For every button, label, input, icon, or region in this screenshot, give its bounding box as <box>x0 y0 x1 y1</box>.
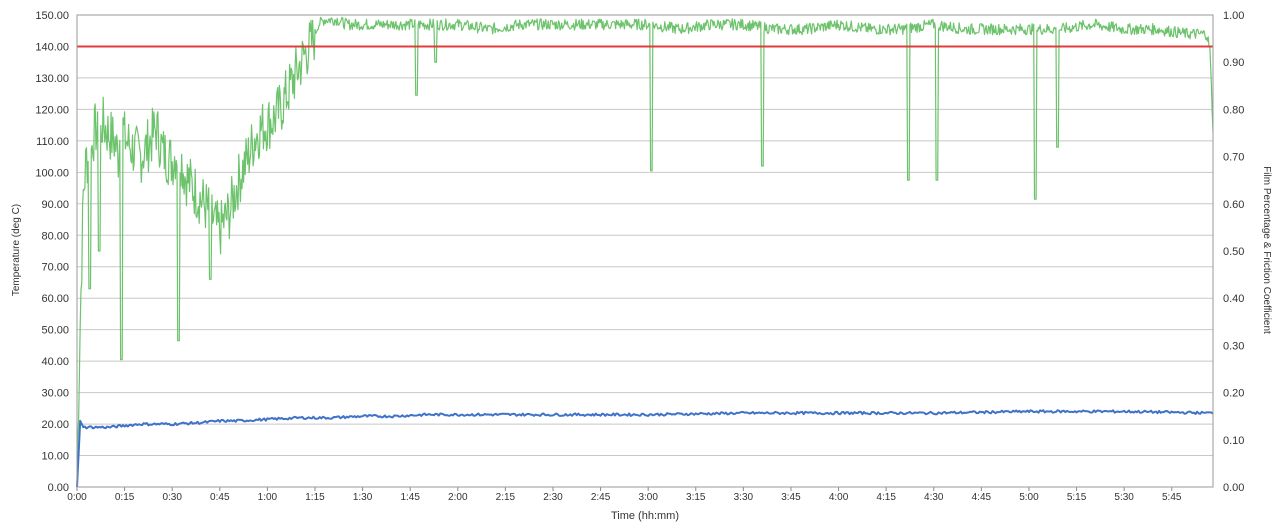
x-tick-label: 4:15 <box>876 492 896 503</box>
x-tick-label: 4:45 <box>972 492 992 503</box>
x-tick-label: 0:45 <box>210 492 230 503</box>
x-tick-label: 0:00 <box>67 492 87 503</box>
x-tick-label: 2:30 <box>543 492 563 503</box>
y-left-tick-label: 120.00 <box>35 104 69 116</box>
x-tick-label: 2:45 <box>591 492 611 503</box>
series-line-3 <box>76 409 1214 488</box>
y-left-tick-label: 150.00 <box>35 10 69 22</box>
x-tick-label: 1:45 <box>400 492 420 503</box>
x-tick-label: 4:00 <box>829 492 849 503</box>
y-left-tick-label: 60.00 <box>41 293 69 305</box>
x-tick-label: 5:30 <box>1114 492 1134 503</box>
y-left-tick-label: 140.00 <box>35 41 69 53</box>
y-right-tick-label: 0.50 <box>1223 246 1244 258</box>
x-tick-label: 3:15 <box>686 492 706 503</box>
plot-frame <box>76 14 1214 488</box>
y-left-tick-label: 40.00 <box>41 356 69 368</box>
y-left-tick-label: 90.00 <box>41 199 69 211</box>
y-left-tick-label: 100.00 <box>35 167 69 179</box>
y-left-tick-label: 130.00 <box>35 73 69 85</box>
y-right-tick-label: 1.00 <box>1223 10 1244 22</box>
x-tick-label: 5:45 <box>1162 492 1182 503</box>
axes: 0.00 10.00 20.00 30.00 40.00 50.00 60.00 70.00 8… <box>35 10 1244 503</box>
y-left-tick-label: 80.00 <box>41 230 69 242</box>
y-left-tick-label: 20.00 <box>41 419 69 431</box>
y-right-tick-label: 0.80 <box>1223 104 1244 116</box>
series-line-1 <box>76 16 1214 479</box>
y-right-tick-label: 0.20 <box>1223 388 1244 400</box>
x-tick-label: 0:30 <box>162 492 182 503</box>
x-tick-label: 1:30 <box>353 492 373 503</box>
y-right-tick-label: 0.30 <box>1223 340 1244 352</box>
x-tick-label: 2:15 <box>496 492 516 503</box>
x-tick-label: 0:15 <box>115 492 135 503</box>
y-right-tick-label: 0.00 <box>1223 482 1244 494</box>
x-tick-label: 4:30 <box>924 492 944 503</box>
y-left-tick-label: 110.00 <box>36 136 69 148</box>
y-left-tick-label: 10.00 <box>41 451 69 463</box>
y-axis-right-label: Film Percentage & Friction Coefficient <box>1261 166 1272 334</box>
y-right-tick-label: 0.10 <box>1223 435 1244 447</box>
y-right-tick-label: 0.60 <box>1223 199 1244 211</box>
x-tick-label: 1:00 <box>258 492 278 503</box>
x-tick-label: 1:15 <box>305 492 325 503</box>
y-axis-left-label: Temperature (deg C) <box>11 204 22 296</box>
y-left-tick-label: 30.00 <box>41 388 69 400</box>
series-group <box>76 16 1214 488</box>
y-right-tick-label: 0.70 <box>1223 152 1244 164</box>
x-tick-label: 3:30 <box>734 492 754 503</box>
x-tick-label: 5:15 <box>1067 492 1087 503</box>
x-tick-label: 3:00 <box>638 492 658 503</box>
y-right-tick-label: 0.90 <box>1223 57 1244 69</box>
x-tick-label: 5:00 <box>1019 492 1039 503</box>
x-axis-label: Time (hh:mm) <box>611 510 679 522</box>
y-left-tick-label: 0.00 <box>48 482 69 494</box>
y-left-tick-label: 50.00 <box>41 325 69 337</box>
x-tick-label: 3:45 <box>781 492 801 503</box>
y-right-tick-label: 0.40 <box>1223 293 1244 305</box>
y-left-tick-label: 70.00 <box>41 262 69 274</box>
x-tick-label: 2:00 <box>448 492 468 503</box>
